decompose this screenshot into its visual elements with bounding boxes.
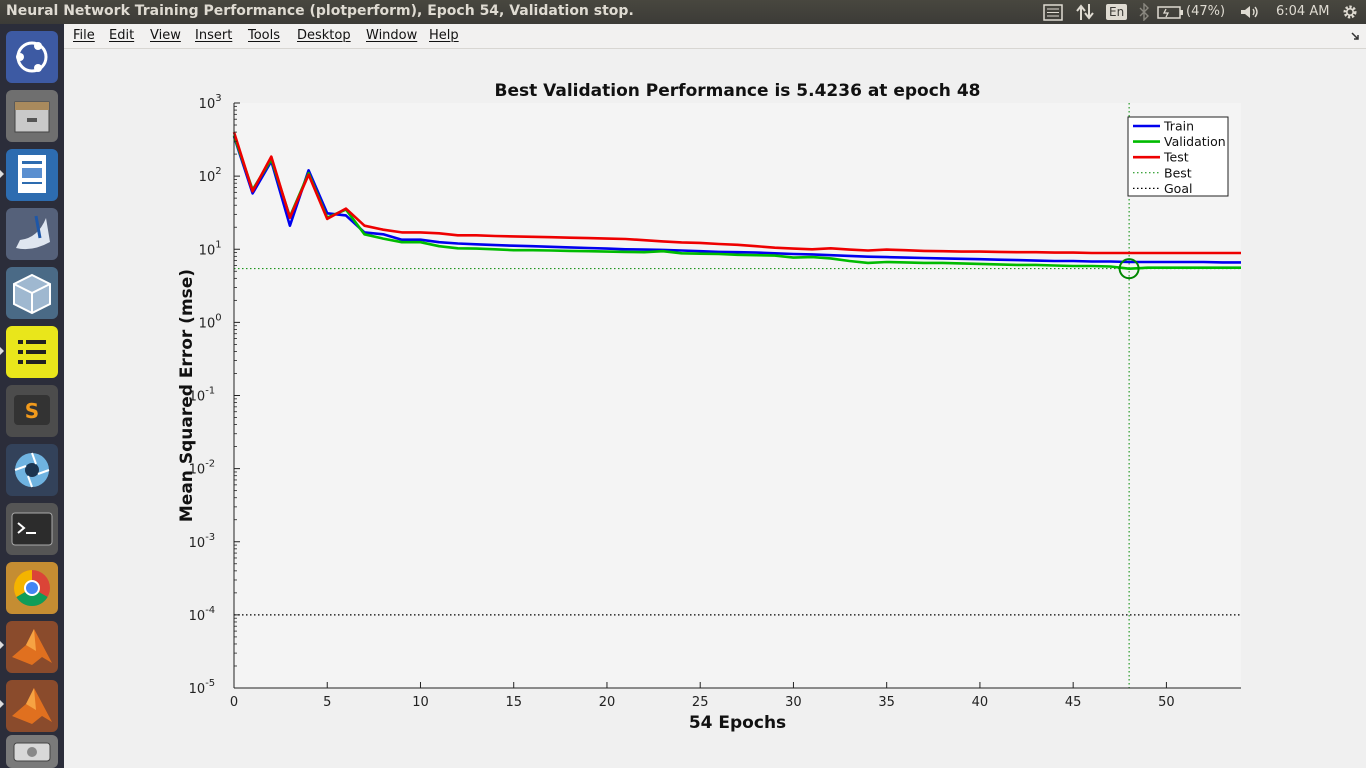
language-indicator[interactable]: En (1106, 4, 1128, 20)
running-indicator (0, 700, 4, 708)
battery-percent: (47%) (1186, 4, 1226, 19)
menu-help[interactable]: Help (429, 28, 459, 43)
matlab-icon-2[interactable] (6, 680, 58, 732)
legend-label-validation: Validation (1164, 134, 1226, 149)
writer-icon[interactable] (6, 149, 58, 201)
ubuntu-dash-icon[interactable] (6, 31, 58, 83)
chart-title: Best Validation Performance is 5.4236 at… (495, 81, 981, 101)
top-panel: Neural Network Training Performance (plo… (0, 0, 1366, 24)
y-tick-label: 102 (199, 166, 222, 185)
plot-area (234, 103, 1241, 688)
menu-edit[interactable]: Edit (109, 28, 135, 43)
window-title: Neural Network Training Performance (plo… (6, 3, 634, 19)
x-tick-label: 20 (599, 695, 616, 710)
y-tick-label: 101 (199, 239, 222, 258)
x-tick-label: 10 (412, 695, 429, 710)
files-icon[interactable] (6, 90, 58, 142)
x-tick-label: 25 (692, 695, 709, 710)
validation-line (232, 134, 1241, 270)
svg-text:S: S (25, 399, 39, 423)
legend-label-train: Train (1163, 119, 1194, 134)
clock[interactable]: 6:04 AM (1276, 4, 1330, 19)
running-indicator (0, 641, 4, 649)
launcher: S (0, 24, 64, 768)
menu-list-icon[interactable] (1043, 3, 1063, 21)
editor-icon[interactable] (6, 208, 58, 260)
y-axis-label: Mean Squared Error (mse) (177, 269, 197, 522)
x-tick-label: 50 (1158, 695, 1175, 710)
y-tick-label: 103 (199, 93, 222, 112)
figure-menubar: File Edit View Insert Tools Desktop Wind… (64, 24, 1366, 49)
shutter-icon[interactable] (6, 444, 58, 496)
terminal-icon[interactable] (6, 503, 58, 555)
x-tick-label: 30 (785, 695, 802, 710)
virtualbox-icon[interactable] (6, 267, 58, 319)
matlab-icon[interactable] (6, 621, 58, 673)
best-marker (1118, 258, 1140, 280)
x-tick-label: 40 (972, 695, 989, 710)
volume-icon[interactable] (1239, 3, 1261, 21)
legend-label-goal: Goal (1164, 181, 1192, 196)
menu-insert[interactable]: Insert (195, 28, 233, 43)
menu-window[interactable]: Window (366, 28, 418, 43)
y-tick-label: 100 (199, 312, 222, 331)
notes-icon[interactable] (6, 326, 58, 378)
battery-icon[interactable] (1157, 3, 1185, 21)
x-tick-label: 0 (230, 695, 238, 710)
train-line (232, 135, 1241, 264)
performance-chart[interactable]: Best Validation Performance is 5.4236 at… (64, 49, 1366, 768)
x-tick-label: 35 (878, 695, 895, 710)
y-tick-label: 10-3 (189, 532, 216, 551)
test-line (232, 131, 1241, 255)
chrome-icon[interactable] (6, 562, 58, 614)
menu-tools[interactable]: Tools (248, 28, 281, 43)
gear-icon[interactable] (1340, 3, 1360, 21)
network-arrows-icon[interactable] (1075, 3, 1095, 21)
x-tick-label: 15 (505, 695, 522, 710)
legend-label-best: Best (1164, 165, 1192, 180)
drive-icon[interactable] (6, 735, 58, 768)
running-indicator (0, 170, 4, 178)
x-axis-label: 54 Epochs (689, 713, 786, 733)
menu-view[interactable]: View (150, 28, 181, 43)
running-indicator (0, 347, 4, 355)
bluetooth-icon[interactable] (1138, 3, 1150, 21)
figure-area: Best Validation Performance is 5.4236 at… (64, 49, 1366, 768)
y-tick-label: 10-4 (189, 605, 216, 624)
x-tick-label: 5 (323, 695, 331, 710)
legend-label-test: Test (1163, 150, 1189, 165)
menu-desktop[interactable]: Desktop (297, 28, 351, 43)
y-tick-label: 10-5 (189, 678, 216, 697)
x-tick-label: 45 (1065, 695, 1082, 710)
sublime-icon[interactable]: S (6, 385, 58, 437)
menu-file[interactable]: File (73, 28, 95, 43)
dock-arrow-icon[interactable] (1350, 31, 1360, 41)
